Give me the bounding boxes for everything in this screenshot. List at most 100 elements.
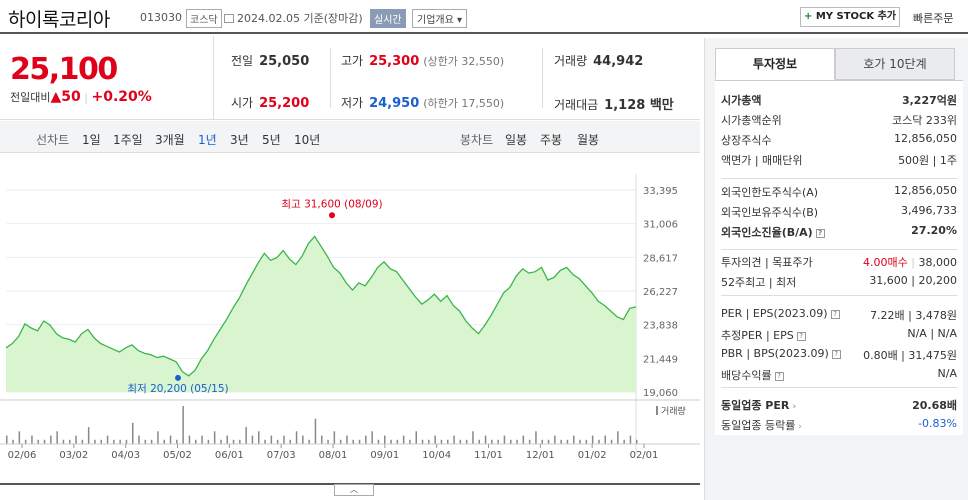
pbr-row: PBR | BPS(2023.09)? 0.80배 | 31,475원 [721, 347, 957, 362]
volume-bar [459, 439, 462, 444]
volume-bar [503, 435, 506, 444]
x-tick-label: 12/01 [526, 450, 555, 461]
help-icon[interactable]: ? [830, 310, 840, 319]
volume-bar [251, 435, 254, 444]
volume-bar [472, 431, 474, 444]
current-price: 25,100 [10, 52, 118, 87]
candle-chart-label: 봉차트 [460, 133, 494, 147]
tab-1y[interactable]: 1년 [198, 133, 217, 147]
volume-bar [270, 435, 273, 444]
volume-bar [87, 427, 90, 444]
dividend-row: 배당수익률? N/A [721, 367, 957, 382]
volume-bar [106, 435, 109, 444]
x-tick-label: 04/03 [111, 450, 140, 461]
volume-bar [119, 439, 121, 444]
volume-bar [623, 439, 625, 444]
company-overview-dropdown[interactable]: 기업개요 ▾ [412, 9, 468, 28]
prev-close: 전일 25,050 [231, 54, 310, 69]
volume-bar [598, 439, 600, 444]
foreign-row: 외국인보유주식수(B) 3,496,733 [721, 204, 957, 219]
chart-collapse-toggle[interactable]: ︿ [334, 484, 374, 496]
help-icon[interactable]: ? [831, 350, 841, 359]
x-tick-label: 01/02 [578, 450, 607, 461]
stock-code: 013030 [140, 11, 182, 24]
x-tick-label: 06/01 [215, 450, 244, 461]
volume-bar [617, 431, 619, 444]
volume-bar [100, 439, 102, 444]
volume-bar [150, 439, 153, 444]
line-chart-label: 선차트 [36, 133, 70, 147]
industry-rate-row[interactable]: 동일업종 등락률 › -0.83% [721, 417, 957, 432]
volume-bar [18, 431, 21, 444]
volume-bar [535, 431, 537, 444]
foreign-row: 외국인소진율(B/A)? 27.20% [721, 224, 957, 239]
volume-bar [447, 439, 449, 444]
volume-bar [113, 439, 115, 444]
volume-bar [157, 431, 159, 444]
realtime-button[interactable]: 실시간 [370, 9, 406, 28]
y-tick-label: 19,060 [643, 388, 678, 399]
volume-bar [390, 439, 392, 444]
volume-bar [207, 439, 210, 444]
tab-10y[interactable]: 10년 [294, 133, 321, 147]
volume: 거래량 44,942 [554, 54, 644, 69]
tab-daily[interactable]: 일봉 [505, 133, 528, 147]
volume-bar [327, 439, 329, 444]
open-price: 시가 25,200 [231, 96, 310, 111]
tab-invest-info[interactable]: 투자정보 [715, 48, 835, 80]
x-tick-label: 03/02 [59, 450, 88, 461]
fast-order-button[interactable]: 빠른주문 [913, 12, 954, 25]
volume-bar [213, 431, 216, 444]
x-tick-label: 02/06 [8, 450, 37, 461]
high-marker [329, 212, 335, 219]
volume-bar [321, 435, 323, 444]
calendar-icon [224, 14, 234, 23]
volume-bar [528, 439, 531, 444]
market-cap-row: 시가총액순위 코스닥 233위 [721, 114, 957, 127]
volume-bar [516, 439, 518, 444]
tab-3m[interactable]: 3개월 [155, 133, 185, 147]
volume-bar [491, 439, 493, 444]
volume-bar [352, 439, 354, 444]
volume-bar [415, 431, 417, 444]
price-chart[interactable]: 33,395 31,006 28,617 26,227 23,838 21,449 19,0… [0, 154, 700, 500]
volume-bar [585, 439, 588, 444]
volume-bar [264, 439, 266, 444]
high-price: 고가 25,300 (상한가 32,550) [341, 54, 505, 69]
market-cap-row: 액면가 | 매매단위 500원 | 1주 [721, 154, 957, 167]
volume-bar [295, 431, 298, 444]
volume-bar [125, 439, 128, 444]
help-icon[interactable]: ? [796, 332, 806, 341]
plus-icon: + [803, 11, 816, 22]
x-tick-label: 11/01 [474, 450, 503, 461]
volume-bar [195, 439, 197, 444]
volume-bar [591, 435, 594, 444]
tab-5y[interactable]: 5년 [262, 133, 281, 147]
x-tick-label: 05/02 [163, 450, 192, 461]
help-icon[interactable]: ? [815, 229, 825, 238]
tab-weekly[interactable]: 주봉 [540, 133, 563, 147]
per-row: PER | EPS(2023.09)? 7.22배 | 3,478원 [721, 307, 957, 322]
tab-3y[interactable]: 3년 [230, 133, 249, 147]
chevron-up-icon: ︿ [350, 485, 358, 494]
opinion-row: 투자의견 | 목표주가 4.00매수 | 38,000 [721, 256, 957, 269]
volume-bar [6, 435, 8, 444]
tab-monthly[interactable]: 월봉 [577, 133, 600, 147]
price-change: 전일대비▲50 | +0.20% [10, 89, 152, 105]
volume-bar [314, 418, 317, 444]
y-tick-label: 31,006 [643, 220, 678, 231]
industry-per-row[interactable]: 동일업종 PER › 20.68배 [721, 399, 957, 412]
volume-bar [132, 422, 134, 444]
change-percent: +0.20% [91, 89, 152, 105]
volume-bar [276, 439, 279, 444]
x-tick-label: 02/01 [630, 450, 659, 461]
volume-bar [409, 439, 411, 444]
my-stock-add-button[interactable]: + MY STOCK 추가 [800, 7, 900, 27]
volume-bar [440, 439, 443, 444]
market-cap-row: 시가총액 3,227억원 [721, 94, 957, 107]
tab-1d[interactable]: 1일 [82, 133, 101, 147]
tab-1w[interactable]: 1주일 [113, 133, 143, 147]
up-triangle-icon: ▲ [50, 89, 62, 105]
help-icon[interactable]: ? [774, 372, 784, 381]
tab-orderbook[interactable]: 호가 10단계 [835, 48, 955, 80]
